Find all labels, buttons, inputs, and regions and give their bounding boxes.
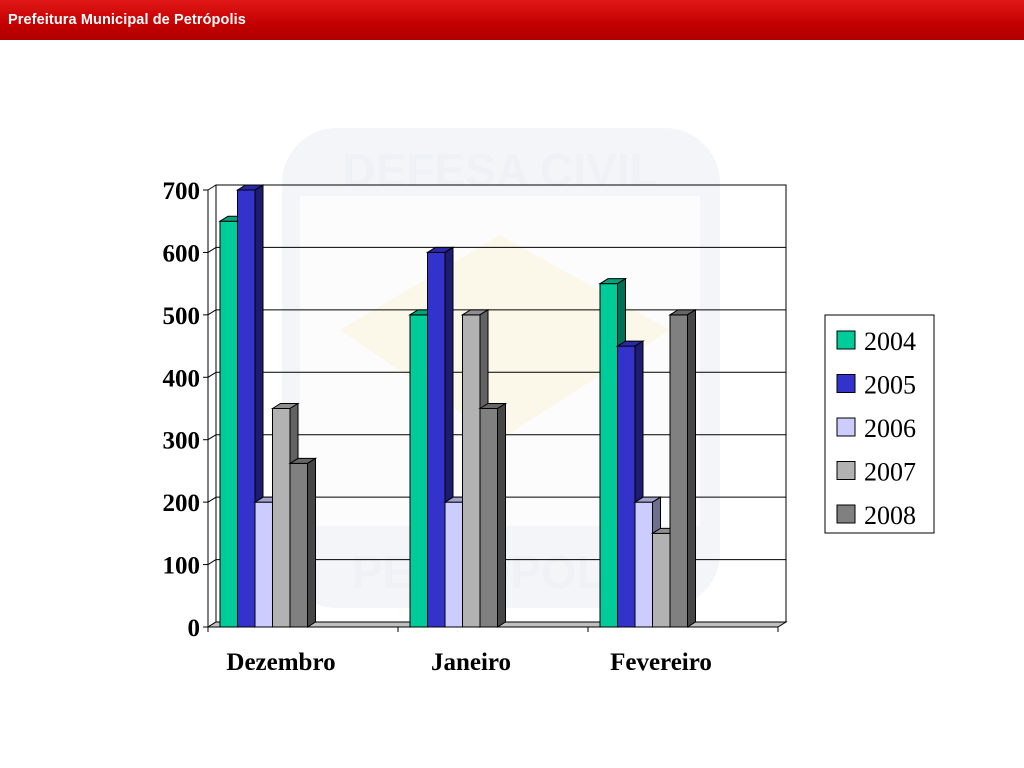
y-tick-label: 300 (163, 428, 201, 455)
gridline-side (207, 434, 217, 441)
legend-label: 2005 (864, 371, 916, 400)
bar-2008-janeiro (478, 402, 508, 628)
gridline-side (207, 371, 217, 378)
bar-front (479, 408, 498, 628)
y-tick-label: 200 (163, 490, 201, 517)
bars (218, 184, 698, 628)
gridline-side (207, 559, 217, 565)
x-category-label: Janeiro (431, 649, 511, 676)
watermark-top-text: DEFESA CIVIL (342, 144, 657, 196)
bar-front (617, 345, 636, 628)
bar-front (599, 283, 618, 628)
y-tick-label: 0 (188, 615, 201, 642)
y-tick-label: 500 (163, 303, 201, 330)
header-bar: Prefeitura Municipal de Petrópolis (0, 0, 1024, 40)
bar-front (272, 408, 291, 628)
bar-front (219, 220, 238, 628)
gridline-side (207, 184, 217, 191)
legend-label: 2006 (864, 414, 916, 443)
bar-front (254, 501, 273, 628)
legend-swatch (836, 374, 856, 393)
legend-swatch (836, 461, 856, 480)
bar-front (669, 314, 688, 628)
header-title: Prefeitura Municipal de Petrópolis (8, 12, 246, 28)
bar-front (237, 189, 256, 628)
x-axis-labels: Dezembro Janeiro Fevereiro (226, 649, 712, 676)
x-category-label: Fevereiro (610, 649, 712, 676)
y-tick-label: 700 (163, 178, 201, 205)
x-category-label: Dezembro (226, 649, 335, 676)
gridline-side (207, 496, 217, 503)
y-tick-label: 600 (163, 240, 201, 267)
y-tick-label: 400 (163, 365, 201, 392)
y-tick-label: 100 (163, 553, 201, 580)
bar-side (497, 402, 506, 628)
bar-front (427, 251, 446, 628)
bar-front (634, 501, 653, 628)
gridline-side (207, 309, 217, 316)
bar-side (307, 457, 316, 628)
bar-side (687, 308, 696, 628)
legend-label: 2007 (864, 458, 916, 487)
bar-front (462, 314, 481, 628)
bar-front (409, 314, 428, 628)
legend-label: 2004 (864, 327, 916, 356)
bar-2008-dezembro (288, 457, 318, 628)
axes (207, 190, 779, 632)
bar-front (444, 501, 463, 628)
legend: 2004 2005 2006 2007 2008 (824, 314, 935, 534)
legend-swatch (836, 417, 856, 437)
bar-2008-fevereiro (668, 308, 698, 628)
y-axis-ticks: 0 100 200 300 400 500 600 700 (163, 178, 208, 642)
legend-swatch (836, 504, 856, 524)
gridline-side (207, 247, 217, 253)
legend-label: 2008 (864, 501, 916, 530)
bar-front (289, 462, 308, 628)
bar-front (652, 532, 671, 628)
legend-swatch (836, 330, 856, 350)
